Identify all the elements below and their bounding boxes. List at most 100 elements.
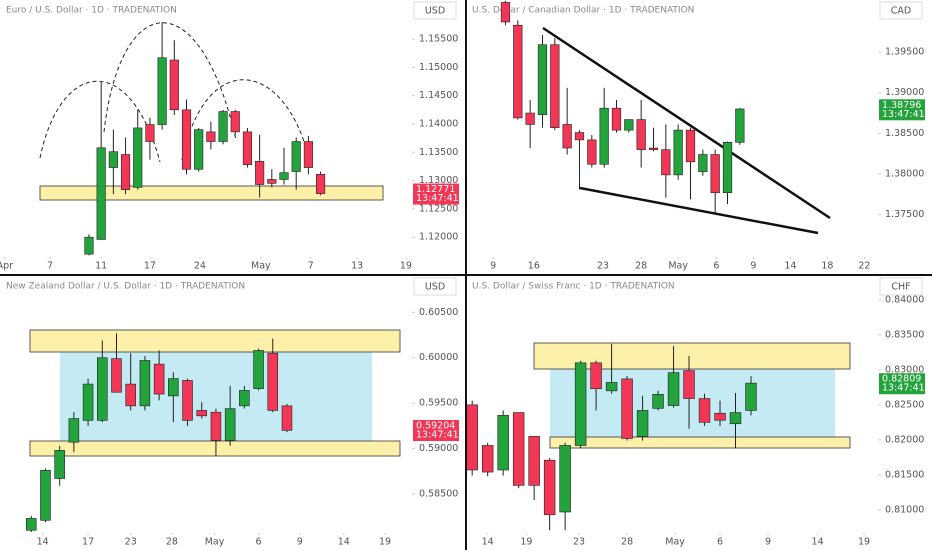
arc <box>103 22 237 141</box>
price-tag-label: 0.82809 <box>882 374 921 385</box>
candle-body <box>636 410 649 437</box>
head-shoulders-arcs <box>39 22 307 163</box>
resistance-zone <box>533 342 851 370</box>
y-tick-label: 0.83500 <box>885 329 924 340</box>
y-tick-label: 1.38000 <box>885 169 924 180</box>
y-tick-label: 1.13500 <box>419 147 458 158</box>
candle-body <box>133 127 143 188</box>
candle-body <box>466 404 478 471</box>
candle-body <box>210 411 222 441</box>
x-tick-label: 19 <box>858 537 870 548</box>
currency: CHF <box>891 282 910 293</box>
x-tick-label: 14 <box>37 537 49 548</box>
chart-title: U.S. Dollar / Canadian Dollar · 1D · TRA… <box>472 6 694 16</box>
currency: USD <box>425 6 445 17</box>
candle-body <box>497 415 509 471</box>
x-tick-label: 23 <box>125 537 137 548</box>
candle-body <box>685 129 696 163</box>
candle-body <box>636 119 646 150</box>
support-zone <box>549 436 851 449</box>
y-tick-label: 0.81500 <box>885 469 924 480</box>
candle-body <box>84 236 94 255</box>
x-tick-label: 22 <box>858 261 870 272</box>
candle-body <box>253 350 264 389</box>
candle-body <box>543 459 556 516</box>
x-tick-label: 14 <box>784 261 796 272</box>
candle-body <box>169 59 179 111</box>
resistance-zone <box>29 329 401 353</box>
y-tick-label: 1.15000 <box>419 62 458 73</box>
x-tick-label: 17 <box>144 261 156 272</box>
candle-body <box>683 370 695 399</box>
candle-body <box>698 398 711 423</box>
candle-body <box>267 352 279 411</box>
candle-body <box>120 154 131 190</box>
candle-body <box>550 44 560 128</box>
x-tick-label: 14 <box>482 537 494 548</box>
y-tick-label: 0.59500 <box>419 398 458 409</box>
trend-line <box>542 26 831 220</box>
x-tick-label: May <box>205 537 225 548</box>
x-tick-label: 9 <box>750 261 756 272</box>
x-tick-label: 9 <box>297 537 303 548</box>
x-tick-label: 19 <box>400 261 412 272</box>
candle-body <box>562 124 572 149</box>
chart-title: New Zealand Dollar / U.S. Dollar · 1D · … <box>6 282 245 292</box>
candle-body <box>500 2 511 23</box>
candle-body <box>291 141 301 172</box>
x-tick-label: 16 <box>528 261 540 272</box>
candle-body <box>303 141 313 168</box>
countdown: 13:47:41 <box>882 109 925 120</box>
y-tick-label: 1.38500 <box>885 128 924 139</box>
currency-box <box>879 1 923 20</box>
x-tick-label: 13 <box>351 261 363 272</box>
support-zone <box>39 185 384 201</box>
candle-body <box>574 132 585 141</box>
candle-body <box>648 147 659 150</box>
y-tick-label: 0.84000 <box>885 294 924 305</box>
currency: USD <box>425 282 445 293</box>
currency-box <box>413 1 457 20</box>
y-tick-label: 1.12500 <box>419 203 458 214</box>
candle-body <box>559 445 571 513</box>
candle-body <box>196 410 208 417</box>
x-tick-label: 6 <box>717 537 723 548</box>
chart-title: U.S. Dollar / Swiss Franc · 1D · TRADENA… <box>472 282 675 292</box>
candle-body <box>97 357 108 421</box>
candle-body <box>206 131 216 142</box>
y-tick-label: 1.14000 <box>419 118 458 129</box>
candle-body <box>661 149 671 176</box>
candle-body <box>714 412 726 421</box>
x-tick-label: May <box>251 261 271 272</box>
candle-body <box>181 109 192 170</box>
candle-body <box>224 408 236 441</box>
candle-body <box>218 111 228 142</box>
y-tick-label: 1.12000 <box>419 232 458 243</box>
candle-body <box>96 147 106 240</box>
candle-body <box>673 129 683 176</box>
x-tick-label: 17 <box>82 537 94 548</box>
candle-body <box>111 358 122 393</box>
candle-body <box>735 108 745 143</box>
candle-body <box>512 412 525 486</box>
candle-body <box>611 107 622 131</box>
x-tick-label: May <box>665 537 685 548</box>
candle-body <box>139 360 151 407</box>
candle-body <box>525 112 535 125</box>
x-tick-label: 9 <box>490 261 496 272</box>
arc <box>39 80 161 163</box>
y-tick-label: 1.37500 <box>885 209 924 220</box>
candle-body <box>239 390 250 407</box>
candle-body <box>481 445 494 473</box>
candle-body <box>652 394 664 409</box>
x-tick-label: 24 <box>194 261 206 272</box>
countdown: 13:47:41 <box>416 193 459 204</box>
candle-body <box>157 57 167 125</box>
x-tick-label: 18 <box>821 261 833 272</box>
y-tick-label: 0.82000 <box>885 434 924 445</box>
candle-body <box>125 383 136 407</box>
price-tag-label: 0.59204 <box>416 421 455 432</box>
x-tick-label: May <box>668 261 688 272</box>
x-tick-label: 28 <box>635 261 647 272</box>
